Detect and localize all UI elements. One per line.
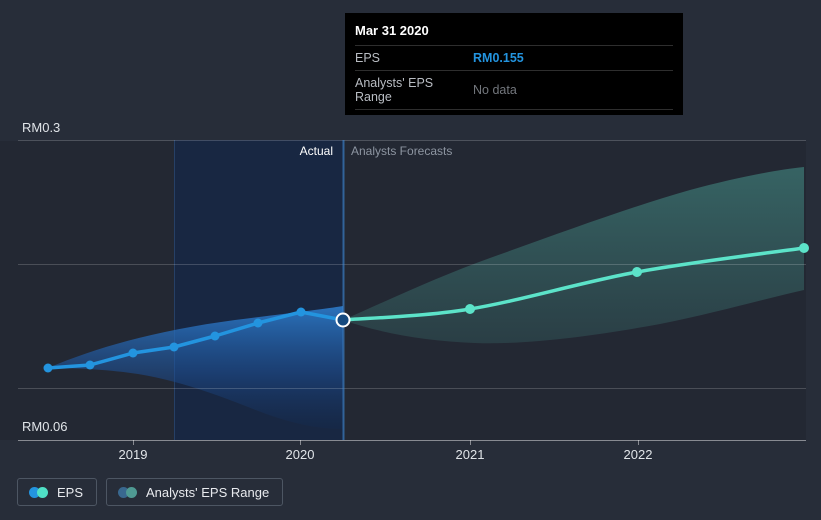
chart-tooltip: Mar 31 2020 EPS RM0.155 Analysts' EPS Ra… xyxy=(345,13,683,115)
eps-forecast-point[interactable] xyxy=(632,267,642,277)
eps-actual-point[interactable] xyxy=(128,348,138,358)
legend-toggle-eps[interactable]: EPS xyxy=(17,478,98,506)
tooltip-date: Mar 31 2020 xyxy=(355,21,673,46)
actual-eps-range-band xyxy=(48,306,343,429)
x-axis-label: 2021 xyxy=(455,447,485,462)
y-axis-label: RM0.3 xyxy=(22,120,61,135)
eps-actual-point[interactable] xyxy=(210,331,220,341)
tooltip-eps-label: EPS xyxy=(355,51,381,65)
x-axis-label: 2020 xyxy=(285,447,315,462)
eps-actual-point[interactable] xyxy=(296,307,306,317)
tooltip-eps-value: RM0.155 xyxy=(473,51,524,65)
y-axis-label: RM0.06 xyxy=(22,419,68,434)
legend-label: EPS xyxy=(57,484,84,500)
eps-forecast-point[interactable] xyxy=(465,304,475,314)
tooltip-footer-divider xyxy=(355,109,673,110)
eps-actual-point[interactable] xyxy=(43,363,53,373)
legend-dot-icon xyxy=(118,486,138,498)
eps-forecast-line xyxy=(341,246,806,322)
x-axis-label: 2019 xyxy=(118,447,148,462)
x-axis-label: 2022 xyxy=(623,447,653,462)
legend-label: Analysts' EPS Range xyxy=(146,484,270,500)
eps-actual-point[interactable] xyxy=(169,342,179,352)
tooltip-range-row: Analysts' EPS Range No data xyxy=(355,71,673,109)
tooltip-eps-row: EPS RM0.155 xyxy=(355,46,673,71)
tooltip-range-value: No data xyxy=(473,83,517,97)
forecast-region-label: Analysts Forecasts xyxy=(351,144,453,158)
legend: EPS Analysts' EPS Range xyxy=(17,478,284,506)
legend-toggle-analysts-eps-range[interactable]: Analysts' EPS Range xyxy=(106,478,284,506)
eps-actual-line xyxy=(46,310,345,370)
eps-forecast-point[interactable] xyxy=(799,243,809,253)
eps-actual-point[interactable] xyxy=(85,360,95,370)
actual-region-label: Actual xyxy=(299,144,333,158)
legend-dot-icon xyxy=(29,486,48,498)
tooltip-range-label: Analysts' EPS Range xyxy=(355,76,434,104)
forecast-eps-range-band xyxy=(343,167,804,344)
eps-actual-point[interactable] xyxy=(253,318,263,328)
selected-data-point[interactable] xyxy=(335,312,351,328)
